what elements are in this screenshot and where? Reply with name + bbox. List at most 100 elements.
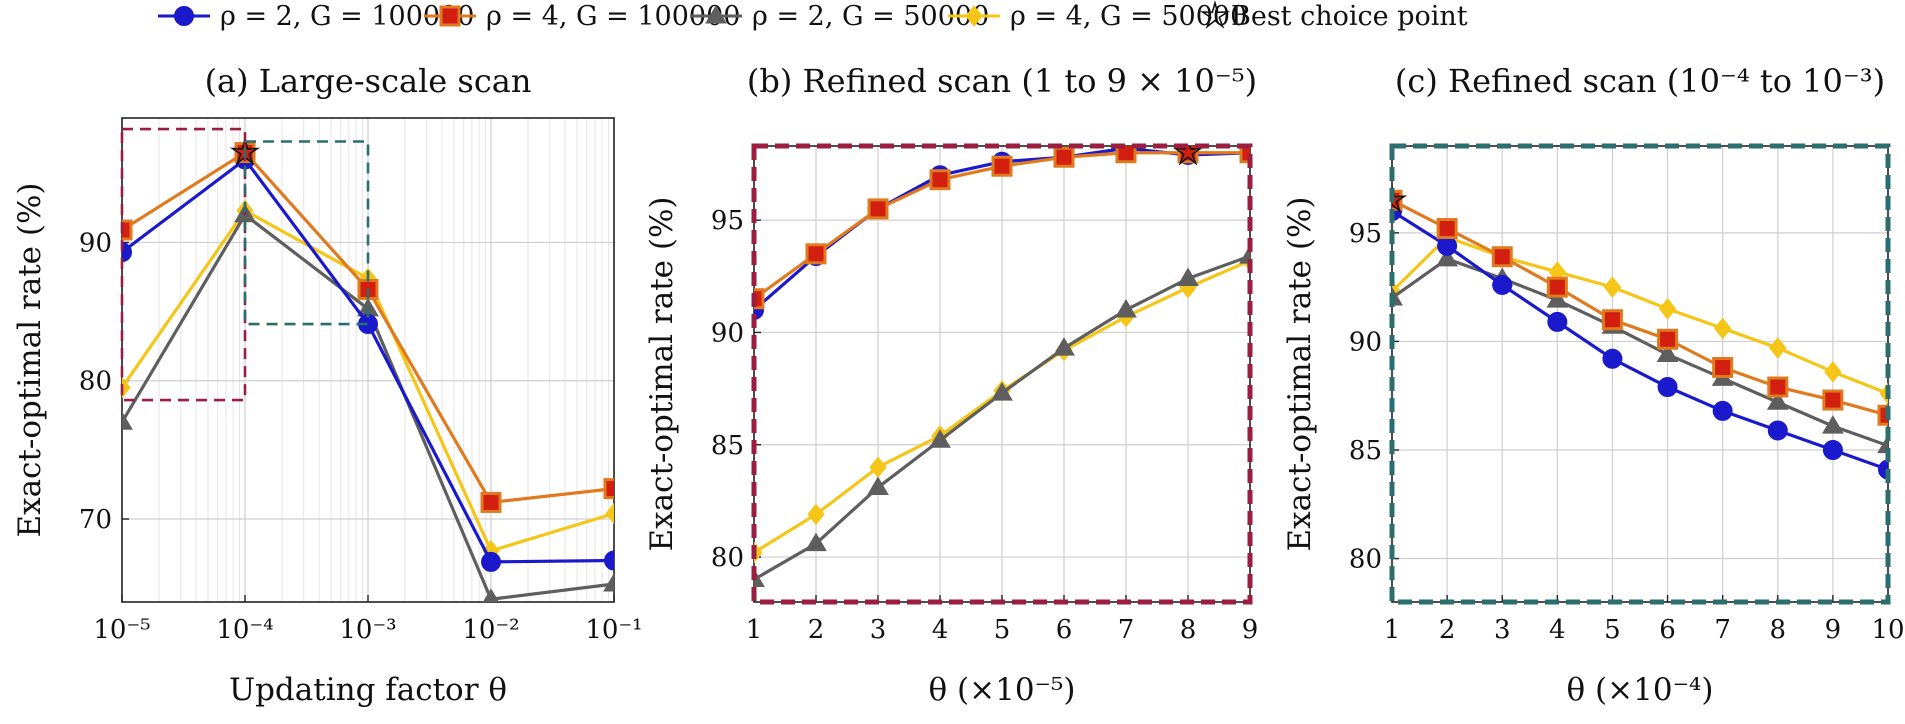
series-line [1392, 257, 1888, 448]
data-point [754, 288, 765, 310]
best-choice-marker [1392, 184, 1408, 214]
x-tick-label: 10⁻² [462, 615, 519, 645]
legend-swatch-marker [439, 5, 461, 27]
data-point [805, 532, 827, 552]
legend-entry: ρ = 4, G = 50000 [948, 1, 1247, 32]
data-point [805, 243, 827, 265]
data-point [1436, 218, 1458, 240]
data-point [1546, 276, 1568, 298]
data-point [1712, 400, 1733, 421]
panel-b: 1 2 3 4 5 6 7 8 9 80 85 90 95 (b) Refined scan (1 to … [644, 62, 1259, 708]
data-point [1824, 361, 1842, 383]
x-tick-label: 4 [1549, 615, 1566, 645]
grid [121, 118, 615, 602]
data-point [867, 198, 889, 220]
y-tick-label: 80 [711, 543, 744, 573]
data-point [991, 382, 1013, 401]
panel-title: (b) Refined scan (1 to 9 × 10⁻⁵) [747, 62, 1257, 100]
data-point [929, 429, 951, 448]
series-line [1392, 209, 1888, 472]
x-tick-label: 10 [1871, 615, 1904, 645]
x-tick-label: 9 [1825, 615, 1842, 645]
data-point [1436, 247, 1458, 267]
x-tick-label: 10⁻⁵ [93, 615, 150, 645]
data-point [480, 491, 502, 513]
y-axis-label: Exact-optimal rate (%) [644, 196, 680, 551]
data-point [122, 376, 131, 399]
panel-title: (c) Refined scan (10⁻⁴ to 10⁻³) [1395, 62, 1885, 100]
legend-label: Best choice point [1231, 1, 1468, 32]
data-point [1177, 267, 1199, 287]
y-axis-label: Exact-optimal rate (%) [1282, 196, 1318, 551]
x-tick-label: 5 [994, 615, 1011, 645]
panel-a: 10⁻⁵ 10⁻⁴ 10⁻³ 10⁻² 10⁻¹ 70 80 90 (a) Large-scal… [12, 62, 643, 708]
x-tick-label: 6 [1659, 615, 1676, 645]
data-point [604, 550, 614, 571]
data-point [122, 242, 132, 263]
legend: ρ = 2, G = 100000 ρ = 4, G = 100000 ρ = 2,… [158, 0, 1468, 32]
data-point [1437, 235, 1458, 256]
x-tick-label: 7 [1118, 615, 1135, 645]
legend-swatch-marker [965, 5, 983, 27]
data-point [1546, 289, 1569, 308]
data-point [482, 588, 500, 602]
data-point [1658, 298, 1677, 320]
data-point [1822, 415, 1844, 434]
x-tick-label: 10⁻⁴ [216, 615, 273, 645]
x-axis-label: Updating factor θ [229, 672, 507, 708]
data-point [1053, 146, 1075, 168]
best-choice-marker [1172, 146, 1204, 166]
data-point [603, 478, 614, 500]
data-point [1767, 420, 1788, 441]
x-axis-label: θ (×10⁻⁵) [929, 672, 1076, 708]
plot-area [1392, 184, 1888, 480]
data-point [869, 456, 887, 479]
series-line [1392, 198, 1888, 417]
data-point [1769, 337, 1787, 359]
data-point [1602, 348, 1623, 369]
x-tick-label: 6 [1056, 615, 1073, 645]
x-tick-label: 2 [808, 615, 825, 645]
data-point [1766, 391, 1789, 410]
legend-swatch-marker [174, 6, 194, 26]
y-tick-label: 90 [1349, 327, 1382, 357]
x-tick-label: 7 [1714, 615, 1731, 645]
x-tick-label: 10⁻¹ [585, 615, 642, 645]
data-point [1601, 309, 1623, 331]
x-tick-label: 1 [746, 615, 763, 645]
y-tick-label: 95 [711, 206, 744, 236]
x-tick-label: 10⁻³ [339, 615, 396, 645]
x-tick-label: 3 [1494, 615, 1511, 645]
data-point [1714, 317, 1732, 340]
data-point [1656, 343, 1679, 362]
panel-c: 1 2 3 4 5 6 7 8 9 10 80 85 90 95 (c) Refined scan (10⁻… [1282, 62, 1905, 708]
series-2 [754, 146, 1250, 310]
data-point [929, 169, 951, 191]
x-tick-label: 3 [870, 615, 887, 645]
x-tick-label: 9 [1242, 615, 1259, 645]
data-point [1492, 274, 1513, 295]
data-point [1053, 337, 1075, 356]
y-tick-label: 80 [1349, 545, 1382, 575]
data-point [1177, 146, 1199, 164]
data-point [1239, 146, 1250, 164]
x-tick-label: 8 [1770, 615, 1787, 645]
legend-label: ρ = 4, G = 50000 [1010, 1, 1247, 32]
y-tick-label: 90 [79, 228, 112, 258]
data-point [1115, 298, 1137, 318]
zoom-region-box [243, 140, 370, 326]
data-point [122, 219, 133, 241]
y-tick-label: 80 [79, 367, 112, 397]
x-tick-label: 5 [1604, 615, 1621, 645]
y-tick-label: 95 [1349, 219, 1382, 249]
data-point [1877, 404, 1888, 426]
series-3 [1392, 247, 1888, 454]
series-line [1392, 235, 1888, 396]
legend-swatch-marker [705, 5, 727, 24]
series-3 [754, 245, 1250, 588]
legend-entry: Best choice point [1199, 0, 1468, 32]
x-tick-label: 1 [1384, 615, 1401, 645]
data-point [1392, 189, 1403, 211]
data-point [605, 502, 614, 525]
